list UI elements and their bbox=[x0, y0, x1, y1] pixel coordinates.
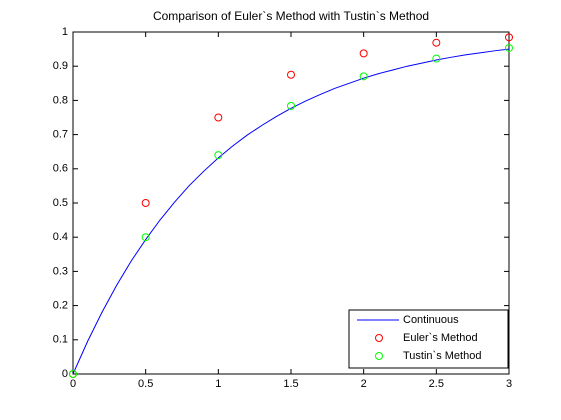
marker bbox=[432, 38, 441, 47]
x-tick-label: 2 bbox=[361, 378, 367, 390]
x-tick-label: 0.5 bbox=[138, 378, 153, 390]
legend-label: Euler`s Method bbox=[403, 332, 478, 344]
marker bbox=[287, 70, 295, 79]
line bbox=[72, 48, 510, 375]
marker bbox=[214, 113, 223, 122]
marker bbox=[505, 43, 513, 52]
x-tick-label: 1 bbox=[215, 378, 221, 390]
y-tick-label: 0.6 bbox=[53, 163, 68, 175]
y-tick-label: 0.8 bbox=[53, 94, 68, 106]
y-tick-label: 0.1 bbox=[53, 334, 68, 346]
chart-title: Comparison of Euler`s Method with Tustin… bbox=[153, 9, 429, 23]
y-tick-label: 0.3 bbox=[53, 265, 68, 277]
legend-marker bbox=[375, 352, 383, 360]
x-tick-label: 2.5 bbox=[429, 378, 444, 390]
y-tick-label: 0.5 bbox=[53, 197, 68, 209]
legend-marker bbox=[375, 334, 383, 342]
y-tick-label: 0 bbox=[62, 368, 68, 380]
y-tick-label: 0.4 bbox=[53, 231, 68, 243]
marker bbox=[505, 33, 513, 42]
x-tick-label: 1.5 bbox=[283, 378, 298, 390]
marker bbox=[432, 54, 441, 63]
y-tick-label: 1 bbox=[62, 26, 68, 38]
marker bbox=[287, 101, 295, 110]
marker bbox=[141, 199, 150, 207]
y-tick-label: 0.9 bbox=[53, 60, 68, 72]
marker bbox=[214, 151, 223, 160]
y-tick-label: 0.2 bbox=[53, 300, 68, 312]
x-tick-label: 0 bbox=[70, 378, 76, 390]
marker bbox=[141, 233, 150, 242]
y-tick-label: 0.7 bbox=[53, 129, 68, 141]
x-tick-label: 3 bbox=[506, 378, 512, 390]
marker bbox=[359, 49, 368, 58]
marker bbox=[69, 370, 77, 378]
legend-label: Tustin`s Method bbox=[403, 350, 481, 362]
legend-label: Continuous bbox=[403, 314, 459, 326]
marker bbox=[359, 72, 368, 81]
